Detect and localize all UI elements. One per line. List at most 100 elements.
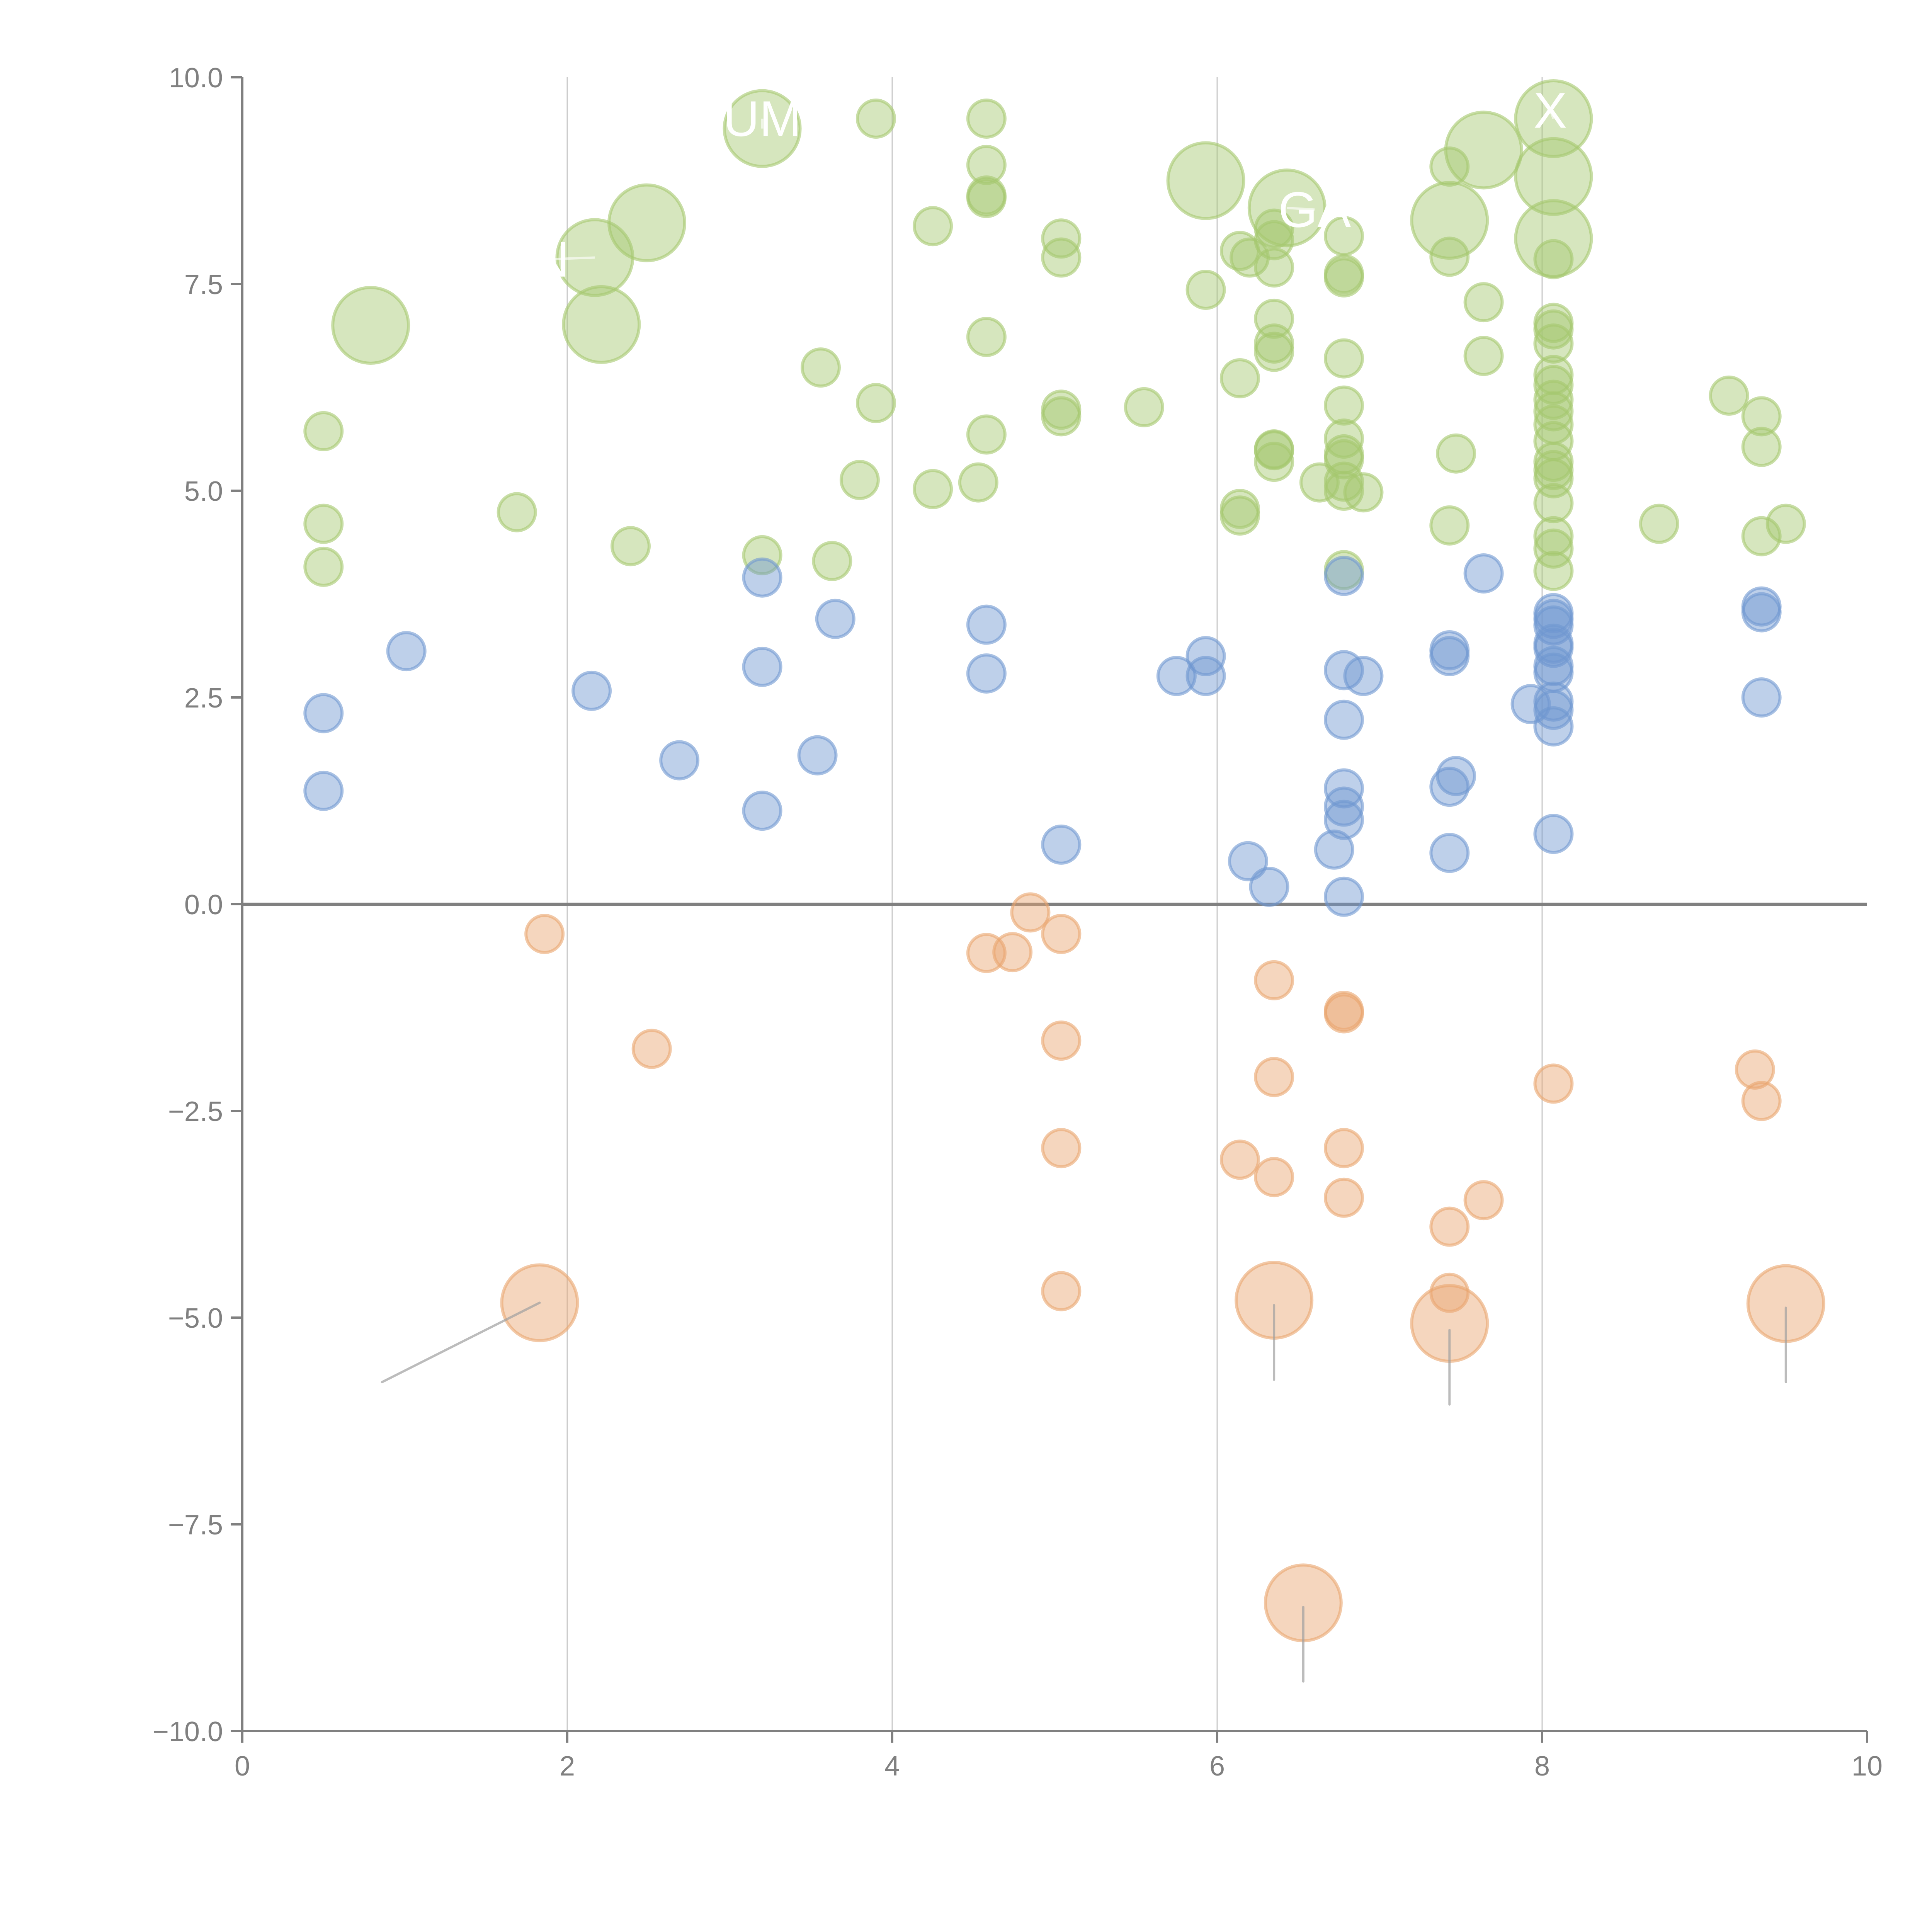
- data-point: [742, 557, 782, 598]
- data-point: [1254, 442, 1294, 482]
- data-point: [1765, 503, 1806, 544]
- data-point: [800, 347, 841, 388]
- data-point: [1323, 439, 1364, 480]
- data-point: [1323, 699, 1364, 740]
- data-point: [966, 604, 1007, 645]
- data-point: [966, 178, 1007, 218]
- data-points: [303, 79, 1825, 1643]
- data-point: [1533, 814, 1574, 854]
- data-point: [1639, 503, 1679, 544]
- data-point: [1041, 824, 1082, 865]
- data-point: [1533, 1063, 1574, 1104]
- data-point: [1219, 495, 1260, 536]
- data-point: [386, 631, 427, 672]
- data-point: [1741, 516, 1782, 556]
- x-tick-label: 2: [560, 1751, 575, 1782]
- data-point: [1254, 430, 1294, 471]
- data-point: [1429, 505, 1470, 546]
- x-tick-label: 8: [1534, 1751, 1550, 1782]
- data-point: [1429, 1206, 1470, 1247]
- data-point: [1323, 876, 1364, 917]
- data-point: [855, 383, 896, 423]
- data-point: [1429, 833, 1470, 873]
- data-point: [742, 791, 782, 831]
- data-point: [1323, 556, 1364, 596]
- data-point: [1323, 993, 1364, 1034]
- data-point: [631, 1029, 672, 1069]
- y-tick-label: −2.5: [168, 1096, 223, 1127]
- data-point: [1709, 375, 1749, 416]
- y-tick-label: 0.0: [184, 889, 223, 920]
- data-point: [524, 914, 565, 954]
- data-point-large: [1166, 141, 1245, 220]
- data-point: [1156, 656, 1197, 696]
- data-point: [571, 670, 612, 711]
- data-point: [1463, 1180, 1504, 1221]
- y-tick-label: −7.5: [168, 1510, 223, 1541]
- data-point: [303, 503, 344, 544]
- data-point: [303, 411, 344, 451]
- point-label: X: [1534, 82, 1567, 139]
- data-point-large: [331, 286, 410, 365]
- data-point: [966, 414, 1007, 455]
- data-point: [303, 546, 344, 587]
- x-tick-label: 6: [1209, 1751, 1225, 1782]
- data-point: [1436, 433, 1476, 474]
- data-point: [1010, 892, 1051, 933]
- data-point: [815, 599, 855, 639]
- data-point: [1124, 387, 1164, 427]
- data-point: [1533, 483, 1574, 524]
- label-leader: [1549, 110, 1555, 119]
- data-point: [1254, 960, 1294, 1000]
- data-point: [966, 99, 1007, 139]
- data-point: [1323, 385, 1364, 426]
- data-point: [1323, 1128, 1364, 1168]
- y-tick-label: −10.0: [153, 1716, 223, 1747]
- data-point-large: [1514, 199, 1593, 278]
- data-point: [1463, 282, 1504, 323]
- data-point: [1741, 592, 1782, 633]
- data-point: [913, 206, 953, 247]
- data-point: [1429, 636, 1470, 676]
- point-labels: UM N GA X: [533, 82, 1567, 287]
- data-point: [812, 541, 852, 581]
- data-point: [1323, 461, 1364, 502]
- data-point: [1323, 1177, 1364, 1218]
- data-point-large: [562, 285, 641, 364]
- point-label: UM: [723, 90, 801, 147]
- data-point: [1533, 706, 1574, 747]
- data-point: [1254, 332, 1294, 372]
- data-point: [1041, 1271, 1082, 1311]
- data-point: [1463, 336, 1504, 376]
- x-tick-label: 0: [235, 1751, 250, 1782]
- y-tick-label: 10.0: [169, 63, 223, 94]
- data-point: [1533, 528, 1574, 569]
- data-point: [1185, 269, 1226, 310]
- data-point: [1533, 690, 1574, 730]
- data-point: [1463, 553, 1504, 594]
- data-point: [1228, 841, 1268, 881]
- data-point: [1254, 1157, 1294, 1197]
- data-point: [855, 99, 896, 139]
- data-point: [1323, 799, 1364, 840]
- data-point: [966, 145, 1007, 185]
- leader-lines: [381, 1301, 1787, 1683]
- data-point: [1041, 396, 1082, 437]
- data-point: [1323, 257, 1364, 298]
- data-point: [913, 469, 953, 509]
- point-label: GA: [1278, 181, 1351, 238]
- x-tick-label: 10: [1852, 1751, 1883, 1782]
- data-point: [992, 932, 1033, 973]
- data-point: [797, 735, 838, 776]
- data-point: [1741, 1081, 1782, 1121]
- point-label: N: [533, 231, 569, 287]
- data-point: [1429, 1272, 1470, 1313]
- data-point: [1219, 1139, 1260, 1180]
- data-point: [742, 646, 782, 687]
- leader-line: [381, 1301, 541, 1383]
- data-point: [1741, 396, 1782, 437]
- data-point: [1741, 677, 1782, 718]
- data-point: [1041, 1020, 1082, 1061]
- data-point: [1323, 338, 1364, 379]
